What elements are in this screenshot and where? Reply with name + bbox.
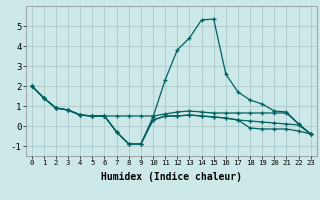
X-axis label: Humidex (Indice chaleur): Humidex (Indice chaleur) [101,172,242,182]
